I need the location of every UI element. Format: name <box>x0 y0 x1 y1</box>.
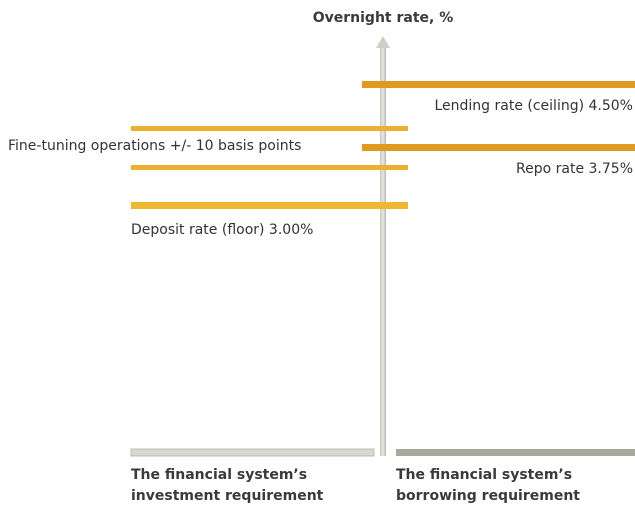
fine-tuning-label: Fine-tuning operations +/- 10 basis poin… <box>8 138 301 154</box>
repo-label: Repo rate 3.75% <box>516 161 633 177</box>
deposit-bar <box>131 202 408 209</box>
lending-label: Lending rate (ceiling) 4.50% <box>434 98 633 114</box>
axis <box>380 46 386 456</box>
repo-bar <box>362 144 635 151</box>
fine-tuning-lower-bar <box>131 165 408 170</box>
lending-bar <box>362 81 635 88</box>
footer-left-line2: investment requirement <box>131 488 324 504</box>
deposit-label: Deposit rate (floor) 3.00% <box>131 222 313 238</box>
footer-right-line2: borrowing requirement <box>396 488 580 504</box>
footer-right-line1: The financial system’s <box>396 467 572 483</box>
axis-arrow <box>376 36 390 48</box>
axis-title: Overnight rate, % <box>313 10 454 26</box>
fine-tuning-upper-bar <box>131 126 408 131</box>
borrowing-bar <box>396 449 635 456</box>
footer-left-line1: The financial system’s <box>131 467 307 483</box>
investment-bar <box>130 448 375 457</box>
